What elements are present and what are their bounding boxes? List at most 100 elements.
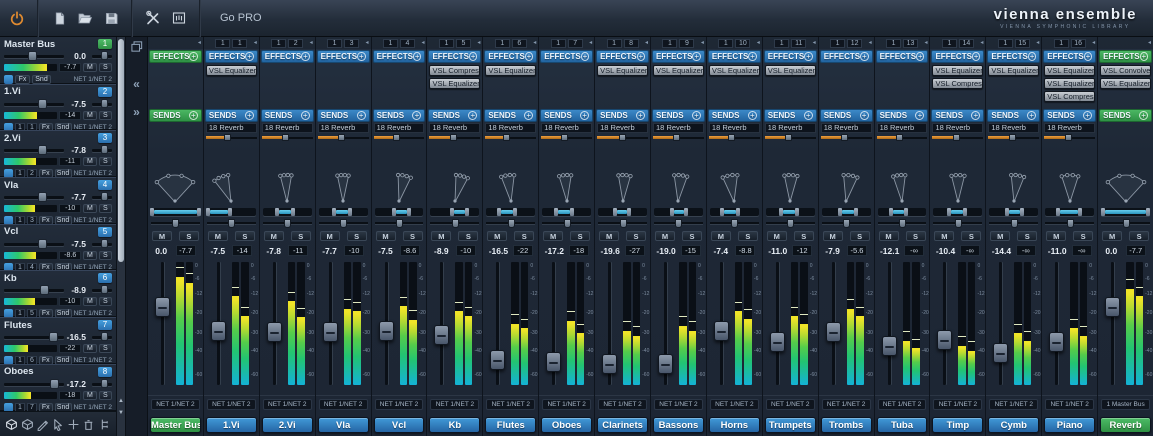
midi-channel-box[interactable]: 1 <box>232 38 248 48</box>
channel-list-item[interactable]: Master Bus 1 0.0 -7.7 M S Fx Snd NET 1/NET 2 <box>0 37 116 84</box>
volume-slider-handle[interactable] <box>38 145 48 156</box>
pan-slider-handle[interactable] <box>451 219 459 228</box>
strip-collapse-icon[interactable]: ◂ <box>309 40 313 46</box>
solo-button[interactable]: S <box>98 250 112 260</box>
strip-collapse-icon[interactable]: ◂ <box>197 40 201 46</box>
peak-value[interactable]: -8.6 <box>59 250 82 260</box>
send-slot[interactable]: 18 Reverb <box>597 123 649 133</box>
peak-value[interactable]: -∞ <box>959 245 980 256</box>
add-effect-icon[interactable]: + <box>636 52 646 61</box>
effects-header[interactable]: EFFECTS + <box>763 50 817 63</box>
effects-header[interactable]: EFFECTS + <box>987 50 1041 63</box>
solo-button[interactable]: S <box>98 344 112 354</box>
stereo-width-left-knob[interactable] <box>553 208 558 216</box>
midi-port-box[interactable]: 1 <box>997 38 1013 48</box>
pan-slider[interactable] <box>1101 218 1150 229</box>
fader-track[interactable] <box>496 262 500 385</box>
send-level-handle[interactable] <box>785 134 793 141</box>
stereo-width-right-knob[interactable] <box>736 208 741 216</box>
midi-port-box[interactable]: 1 <box>15 402 25 411</box>
peak-value[interactable]: -8.6 <box>399 245 420 256</box>
volume-slider-handle[interactable] <box>28 51 37 61</box>
channel-name-button[interactable]: Master Bus <box>150 417 201 433</box>
add-effect-icon[interactable]: + <box>971 52 981 61</box>
fader-handle[interactable] <box>881 335 897 356</box>
peak-value[interactable]: -15 <box>680 245 701 256</box>
midi-port-box[interactable]: 1 <box>774 38 790 48</box>
sends-header[interactable]: SENDS + <box>260 109 314 122</box>
channel-name-button[interactable]: Vcl <box>373 417 425 433</box>
add-send-icon[interactable]: + <box>356 111 366 120</box>
add-effect-icon[interactable]: + <box>1027 52 1037 61</box>
effect-slot[interactable]: VSL Compressor <box>932 78 984 89</box>
strip-collapse-icon[interactable]: ◂ <box>1036 40 1040 46</box>
mute-button[interactable]: M <box>822 231 843 241</box>
output-routing-label[interactable]: NET 1/NET 2 <box>73 76 112 83</box>
mute-button[interactable]: M <box>766 231 787 241</box>
peak-value[interactable]: -∞ <box>1071 245 1092 256</box>
mute-button[interactable]: M <box>1102 231 1123 241</box>
mute-button[interactable]: M <box>83 344 97 354</box>
send-button[interactable]: Snd <box>54 402 72 411</box>
peak-value[interactable]: -14 <box>59 110 82 120</box>
sends-header[interactable]: SENDS + <box>707 109 761 122</box>
send-slot[interactable]: 18 Reverb <box>429 123 481 133</box>
channel-list-item[interactable]: Flutes 7 -16.5 -22 M S 1 6 Fx Snd NET 1/NET 2 <box>0 317 116 366</box>
effects-header[interactable]: EFFECTS + <box>372 50 426 63</box>
fader-track[interactable] <box>608 262 612 385</box>
fader-track[interactable] <box>887 262 891 385</box>
send-level-handle[interactable] <box>561 134 569 141</box>
fader-handle[interactable] <box>322 321 338 342</box>
solo-button[interactable]: S <box>681 231 702 241</box>
midi-port-box[interactable]: 1 <box>327 38 343 48</box>
surround-pan-display[interactable] <box>261 169 313 206</box>
pan-slider[interactable] <box>989 218 1039 229</box>
volume-slider-handle[interactable] <box>38 192 47 203</box>
mute-button[interactable]: M <box>319 231 340 241</box>
stereo-width-slider[interactable] <box>709 206 759 218</box>
sends-header[interactable]: SENDS + <box>819 109 873 122</box>
channel-name-button[interactable]: Trombs <box>820 417 872 433</box>
stereo-width-left-knob[interactable] <box>612 208 617 216</box>
channel-name-button[interactable]: 1.Vi <box>205 417 257 433</box>
pan-slider-handle[interactable] <box>101 145 108 155</box>
volume-slider[interactable] <box>4 149 64 153</box>
pan-slider[interactable] <box>654 218 703 229</box>
fader-track[interactable] <box>440 262 444 385</box>
midi-channel-box[interactable]: 9 <box>679 38 695 48</box>
sends-header[interactable]: SENDS + <box>1043 109 1097 122</box>
midi-channel-box[interactable]: 15 <box>1014 38 1030 48</box>
pan-slider[interactable] <box>92 378 112 388</box>
effects-header[interactable]: EFFECTS + <box>931 50 985 63</box>
send-level-slider[interactable] <box>485 134 537 142</box>
sends-header[interactable]: SENDS + <box>596 109 650 122</box>
output-routing-button[interactable]: NET 1/NET 2 <box>430 399 480 410</box>
mute-button[interactable]: M <box>263 231 284 241</box>
strip-collapse-icon[interactable]: ◂ <box>924 40 928 46</box>
stereo-width-left-knob[interactable] <box>206 208 211 216</box>
collapse-left-icon[interactable]: « <box>133 77 140 91</box>
sends-header[interactable]: SENDS + <box>1099 109 1153 122</box>
add-effect-icon[interactable]: + <box>804 52 813 61</box>
fx-button[interactable]: Fx <box>38 402 53 411</box>
volume-slider-handle[interactable] <box>37 98 47 109</box>
output-routing-label[interactable]: NET 1/NET 2 <box>73 403 112 411</box>
volume-slider[interactable] <box>4 336 64 340</box>
effects-header[interactable]: EFFECTS + <box>316 50 370 63</box>
send-level-handle[interactable] <box>952 134 960 141</box>
strip-collapse-icon[interactable]: ◂ <box>868 40 872 46</box>
add-effect-icon[interactable]: + <box>692 52 701 61</box>
peak-value[interactable]: -10 <box>343 245 364 256</box>
pan-slider-handle[interactable] <box>101 332 108 342</box>
solo-button[interactable]: S <box>178 231 199 241</box>
add-send-icon[interactable]: + <box>412 111 422 120</box>
sends-header[interactable]: SENDS + <box>987 109 1041 122</box>
sidebar-tool-delete[interactable] <box>81 417 96 432</box>
mute-button[interactable]: M <box>431 231 452 241</box>
effect-slot[interactable]: VSL Compressor <box>1044 91 1096 102</box>
output-routing-button[interactable]: NET 1/NET 2 <box>821 399 871 410</box>
midi-port-box[interactable]: 1 <box>383 38 398 48</box>
midi-port-box[interactable]: 1 <box>494 38 510 48</box>
pan-slider-handle[interactable] <box>101 192 108 202</box>
sends-header[interactable]: SENDS + <box>204 109 258 122</box>
